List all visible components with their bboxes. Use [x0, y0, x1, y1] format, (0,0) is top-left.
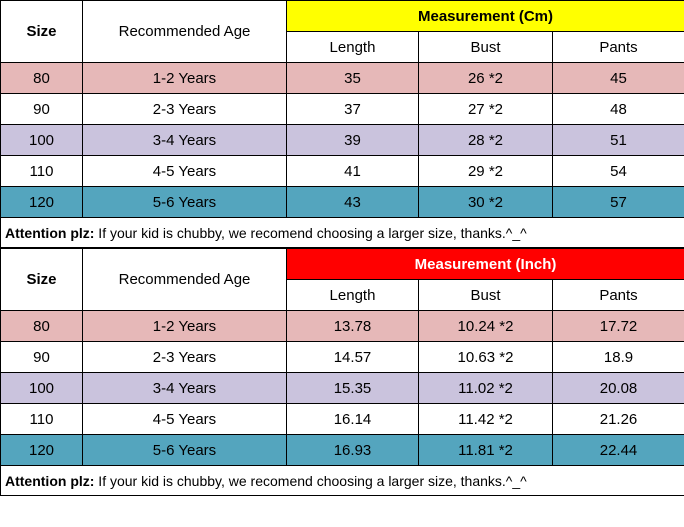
table-cell: 120 — [1, 187, 83, 218]
table-cell: 29 *2 — [419, 156, 553, 187]
table-cell: 22.44 — [553, 435, 684, 466]
table-cell: 4-5 Years — [83, 404, 287, 435]
table-cell: 35 — [287, 63, 419, 94]
table-cell: 57 — [553, 187, 684, 218]
table-cell: 51 — [553, 125, 684, 156]
table-cell: 3-4 Years — [83, 125, 287, 156]
size-table: SizeRecommended AgeMeasurement (Inch)Len… — [0, 248, 684, 496]
table-cell: 100 — [1, 373, 83, 404]
attention-label: Attention plz: — [5, 225, 94, 241]
header-age: Recommended Age — [83, 249, 287, 311]
table-cell: 16.93 — [287, 435, 419, 466]
table-row: 801-2 Years3526 *245 — [1, 63, 684, 94]
table-row: 801-2 Years13.7810.24 *217.72 — [1, 311, 684, 342]
size-table: SizeRecommended AgeMeasurement (Cm)Lengt… — [0, 0, 684, 248]
table-row: 902-3 Years14.5710.63 *218.9 — [1, 342, 684, 373]
table-cell: 39 — [287, 125, 419, 156]
header-measurement: Measurement (Inch) — [287, 249, 684, 280]
attention-note: Attention plz: If your kid is chubby, we… — [1, 218, 684, 248]
header-measurement: Measurement (Cm) — [287, 1, 684, 32]
table-cell: 4-5 Years — [83, 156, 287, 187]
table-cell: 1-2 Years — [83, 63, 287, 94]
table-cell: 13.78 — [287, 311, 419, 342]
table-cell: 100 — [1, 125, 83, 156]
table-cell: 18.9 — [553, 342, 684, 373]
table-cell: 90 — [1, 94, 83, 125]
table-cell: 43 — [287, 187, 419, 218]
sub-header: Length — [287, 280, 419, 311]
attention-note: Attention plz: If your kid is chubby, we… — [1, 466, 684, 496]
header-size: Size — [1, 249, 83, 311]
table-cell: 110 — [1, 156, 83, 187]
table-cell: 30 *2 — [419, 187, 553, 218]
table-cell: 10.24 *2 — [419, 311, 553, 342]
table-cell: 3-4 Years — [83, 373, 287, 404]
table-cell: 15.35 — [287, 373, 419, 404]
table-cell: 120 — [1, 435, 83, 466]
table-row: 1104-5 Years4129 *254 — [1, 156, 684, 187]
table-cell: 80 — [1, 63, 83, 94]
table-cell: 1-2 Years — [83, 311, 287, 342]
table-cell: 16.14 — [287, 404, 419, 435]
table-row: 1205-6 Years4330 *257 — [1, 187, 684, 218]
sub-header: Bust — [419, 280, 553, 311]
table-cell: 11.42 *2 — [419, 404, 553, 435]
table-cell: 28 *2 — [419, 125, 553, 156]
sub-header: Bust — [419, 32, 553, 63]
table-cell: 11.02 *2 — [419, 373, 553, 404]
table-cell: 21.26 — [553, 404, 684, 435]
table-cell: 14.57 — [287, 342, 419, 373]
table-cell: 10.63 *2 — [419, 342, 553, 373]
header-size: Size — [1, 1, 83, 63]
sub-header: Pants — [553, 280, 684, 311]
table-cell: 11.81 *2 — [419, 435, 553, 466]
sub-header: Length — [287, 32, 419, 63]
table-cell: 5-6 Years — [83, 187, 287, 218]
table-cell: 5-6 Years — [83, 435, 287, 466]
table-row: 1003-4 Years3928 *251 — [1, 125, 684, 156]
attention-text: If your kid is chubby, we recomend choos… — [94, 473, 526, 489]
table-cell: 80 — [1, 311, 83, 342]
size-chart-container: SizeRecommended AgeMeasurement (Cm)Lengt… — [0, 0, 684, 496]
table-cell: 90 — [1, 342, 83, 373]
table-cell: 20.08 — [553, 373, 684, 404]
table-cell: 2-3 Years — [83, 94, 287, 125]
table-cell: 2-3 Years — [83, 342, 287, 373]
table-row: 1205-6 Years16.9311.81 *222.44 — [1, 435, 684, 466]
table-cell: 26 *2 — [419, 63, 553, 94]
table-row: 1003-4 Years15.3511.02 *220.08 — [1, 373, 684, 404]
table-cell: 27 *2 — [419, 94, 553, 125]
table-row: 1104-5 Years16.1411.42 *221.26 — [1, 404, 684, 435]
table-cell: 41 — [287, 156, 419, 187]
attention-note-row: Attention plz: If your kid is chubby, we… — [1, 466, 684, 496]
attention-note-row: Attention plz: If your kid is chubby, we… — [1, 218, 684, 248]
header-age: Recommended Age — [83, 1, 287, 63]
attention-text: If your kid is chubby, we recomend choos… — [94, 225, 526, 241]
table-cell: 45 — [553, 63, 684, 94]
sub-header: Pants — [553, 32, 684, 63]
table-cell: 37 — [287, 94, 419, 125]
table-cell: 54 — [553, 156, 684, 187]
table-cell: 17.72 — [553, 311, 684, 342]
table-cell: 110 — [1, 404, 83, 435]
table-row: 902-3 Years3727 *248 — [1, 94, 684, 125]
attention-label: Attention plz: — [5, 473, 94, 489]
table-cell: 48 — [553, 94, 684, 125]
